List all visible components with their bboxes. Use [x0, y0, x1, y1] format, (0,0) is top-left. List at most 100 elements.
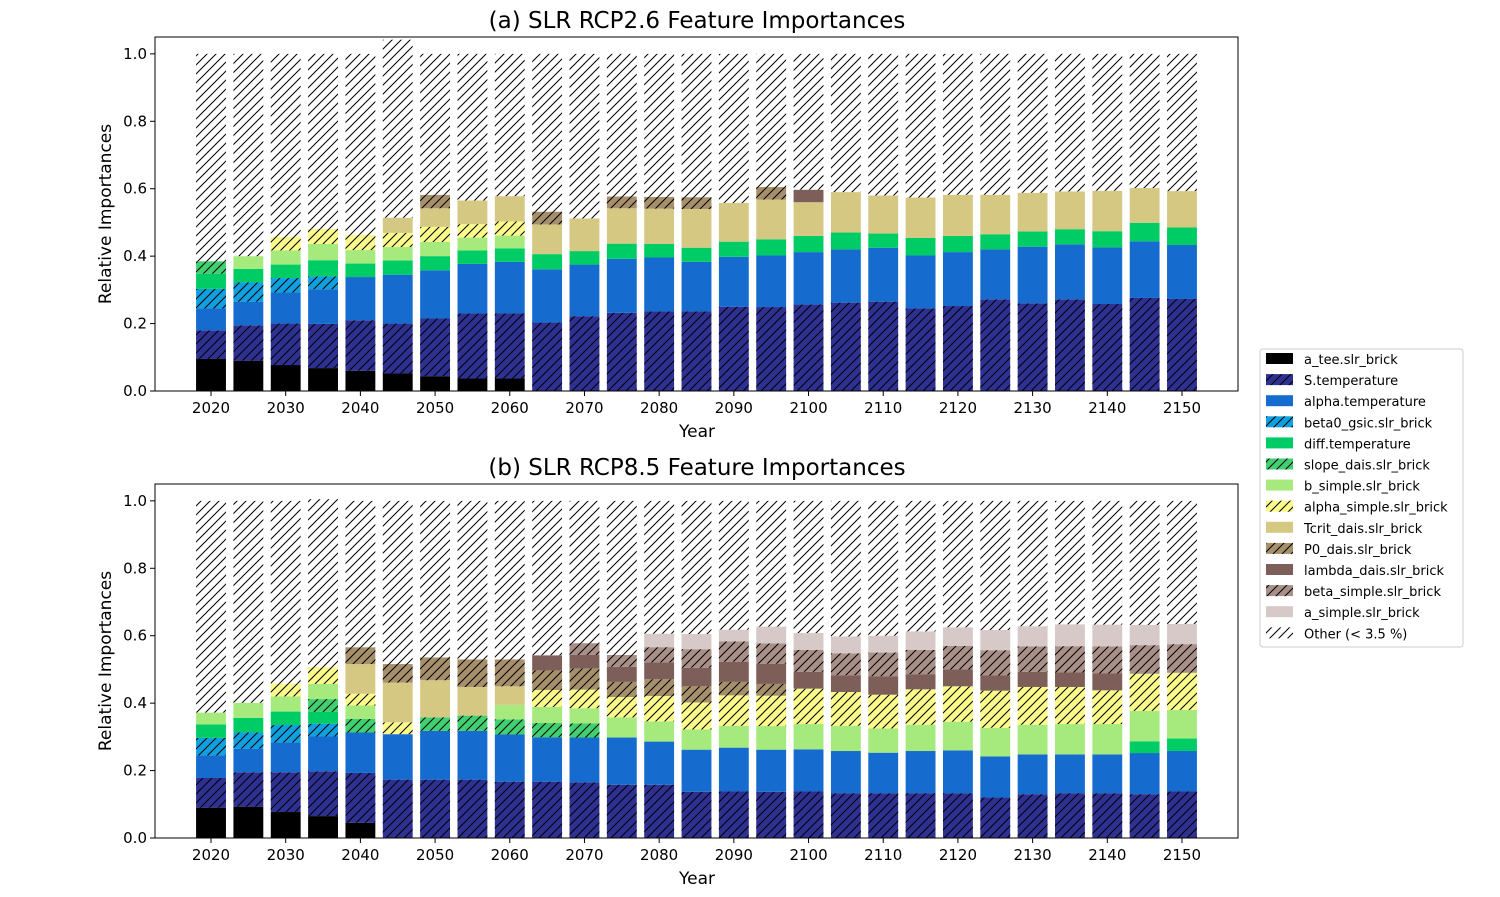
bar-segment-alpha_temp [270, 292, 301, 324]
bar-hatch-S_temp [1017, 303, 1048, 391]
bar-hatch-S_temp [756, 307, 787, 391]
bar-segment-lambda_dais [868, 676, 899, 695]
bar-hatch-other [718, 500, 749, 630]
bars [196, 499, 1197, 838]
bar-hatch-other [345, 53, 376, 235]
bar-segment-a_tee [233, 360, 264, 391]
bar-segment-b_simple [532, 706, 563, 724]
bar-segment-Tcrit_dais [830, 192, 861, 233]
bar-hatch-other [1055, 500, 1085, 625]
bar-hatch-S_temp [905, 793, 936, 838]
bar-segment-a_tee [196, 807, 226, 838]
bar-hatch-S_temp [308, 323, 338, 369]
bar-segment-alpha_temp [382, 734, 413, 780]
bar-hatch-S_temp [569, 782, 600, 838]
bar-hatch-P0_dais [382, 664, 413, 683]
bar-segment-a_simple [1167, 623, 1197, 645]
bar-hatch-S_temp [868, 301, 899, 391]
bar-hatch-slope_dais [308, 699, 338, 712]
bar-hatch-S_temp [681, 311, 712, 391]
bar-segment-alpha_temp [532, 737, 563, 782]
bar-segment-a_simple [830, 636, 861, 654]
legend-swatch-diff_temp [1266, 437, 1293, 449]
bar-hatch-alpha_simple [905, 689, 936, 725]
y-tick-label: 0.2 [123, 315, 147, 333]
x-tick-label: 2020 [192, 846, 230, 864]
bar-segment-diff_temp [1167, 227, 1197, 246]
bar-segment-diff_temp [942, 235, 973, 253]
legend-swatch-hatch-beta0_gsic [1266, 416, 1293, 428]
bar-segment-a_tee [308, 368, 338, 391]
bar-hatch-beta_simple [1055, 646, 1085, 673]
bar-hatch-S_temp [494, 313, 525, 379]
bar-segment-alpha_temp [718, 747, 749, 792]
bar-segment-alpha_temp [345, 277, 376, 321]
bar-segment-b_simple [644, 721, 675, 742]
bar-hatch-S_temp [532, 322, 563, 391]
bar-hatch-beta_simple [681, 649, 712, 668]
bar-segment-Tcrit_dais [569, 218, 600, 252]
bar-hatch-S_temp [681, 791, 712, 838]
bar-hatch-alpha_simple [980, 690, 1011, 728]
bar-segment-b_simple [457, 237, 488, 251]
bar-hatch-beta0_gsic [233, 282, 264, 302]
plot-frame [154, 36, 1239, 392]
bar-hatch-S_temp [1092, 793, 1123, 838]
bar-segment-a_tee [494, 378, 525, 391]
bar-hatch-alpha_simple [382, 722, 413, 735]
bar-segment-diff_temp [681, 247, 712, 262]
legend-label: P0_dais.slr_brick [1304, 543, 1412, 558]
bar-hatch-S_temp [457, 313, 488, 379]
bar-hatch-other [1167, 53, 1197, 192]
bar-segment-alpha_temp [569, 264, 600, 317]
bar-segment-lambda_dais [1055, 672, 1085, 687]
bar-segment-lambda_dais [718, 661, 749, 682]
bar-hatch-other [382, 39, 413, 218]
bar-segment-diff_temp [196, 273, 226, 289]
bar-hatch-P0_dais [644, 679, 675, 697]
bar-segment-a_simple [942, 627, 973, 646]
bar-segment-alpha_temp [1092, 754, 1123, 794]
bar-segment-Tcrit_dais [345, 664, 376, 694]
bar-segment-diff_temp [345, 263, 376, 278]
bar-segment-diff_temp [718, 241, 749, 257]
bar-segment-b_simple [270, 696, 301, 712]
bar-segment-lambda_dais [905, 674, 936, 690]
bar-segment-alpha_temp [494, 734, 525, 782]
bar-segment-a_simple [905, 631, 936, 650]
bar-hatch-slope_dais [569, 723, 600, 738]
y-tick-label: 0.4 [123, 694, 147, 712]
bar-segment-alpha_temp [1092, 247, 1123, 305]
bar-segment-diff_temp [1092, 231, 1123, 248]
bar-segment-alpha_temp [756, 749, 787, 792]
bar-segment-diff_temp [308, 260, 338, 277]
bar-segment-alpha_temp [793, 749, 824, 792]
x-tick-label: 2100 [789, 846, 827, 864]
bar-hatch-S_temp [1129, 297, 1160, 391]
bar-segment-alpha_temp [868, 752, 899, 794]
x-tick-label: 2030 [267, 399, 305, 417]
panel-a: (a) SLR RCP2.6 Feature Importances 0.00.… [96, 8, 1239, 442]
bar-hatch-S_temp [382, 779, 413, 838]
bar-segment-diff_temp [1055, 229, 1085, 245]
bar-segment-lambda_dais [980, 675, 1011, 691]
bar-hatch-other [1017, 500, 1048, 627]
bar-hatch-slope_dais [532, 723, 563, 738]
bar-segment-Tcrit_dais [1092, 190, 1123, 232]
bar-hatch-alpha_simple [1017, 686, 1048, 725]
bar-segment-alpha_temp [1055, 244, 1085, 300]
bar-hatch-other [681, 500, 712, 635]
bar-segment-alpha_temp [1129, 241, 1160, 298]
bar-hatch-other [494, 53, 525, 197]
bar-segment-a_tee [270, 365, 301, 391]
chart-title: (b) SLR RCP8.5 Feature Importances [488, 455, 905, 481]
bar-segment-a_tee [345, 822, 376, 838]
y-axis-label: Relative Importances [96, 124, 116, 304]
bar-hatch-other [196, 500, 226, 713]
bar-segment-a_simple [793, 633, 824, 650]
bar-hatch-P0_dais [494, 659, 525, 687]
bar-hatch-other [905, 500, 936, 632]
y-tick-label: 0.0 [123, 382, 147, 400]
bar-segment-alpha_temp [420, 270, 451, 319]
bar-segment-Tcrit_dais [1167, 191, 1197, 228]
